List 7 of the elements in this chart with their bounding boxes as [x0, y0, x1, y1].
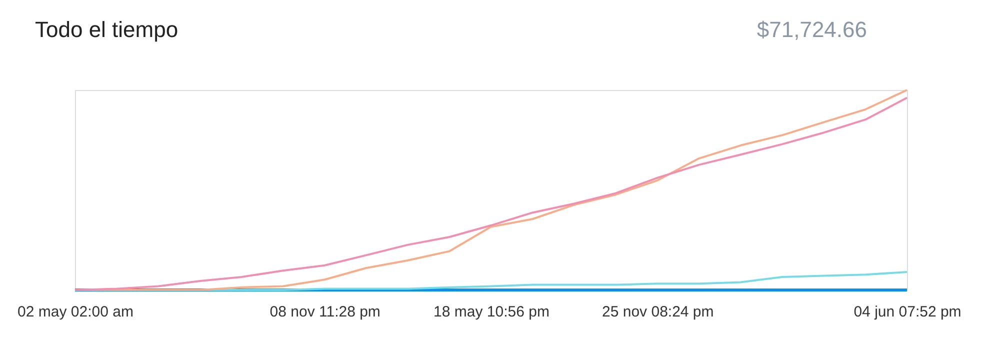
x-tick-label: 18 may 10:56 pm [434, 304, 550, 320]
x-tick-label: 02 may 02:00 am [18, 304, 134, 320]
x-tick-label: 04 jun 07:52 pm [854, 304, 962, 320]
text: $71,724.66 [756, 17, 867, 42]
x-tick-label: 25 nov 08:24 pm [602, 304, 714, 320]
x-tick-label: 08 nov 11:28 pm [270, 304, 380, 320]
chart-title: Todo el tiempo [35, 17, 178, 42]
